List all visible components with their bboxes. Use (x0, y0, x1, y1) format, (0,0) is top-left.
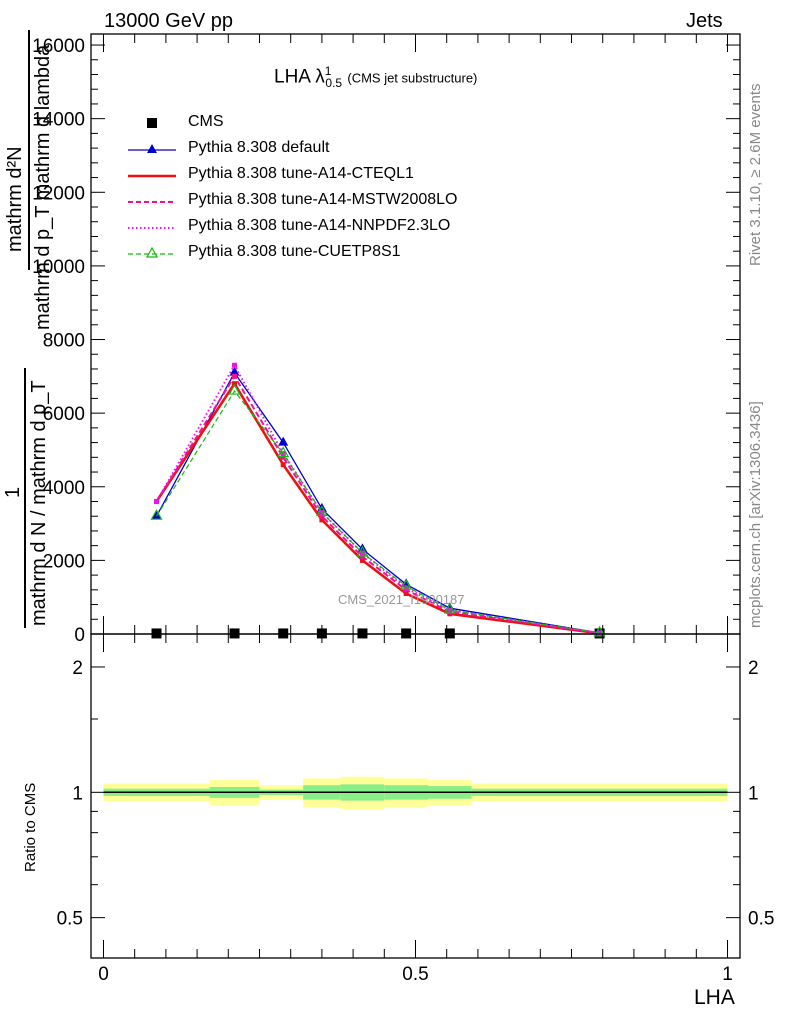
ratio-y-tick-label: 2 (72, 658, 83, 679)
ratio-y-tick-label-right: 2 (748, 658, 759, 679)
ratio-y-tick-label-right: 0.5 (748, 909, 774, 930)
mcplots-info: mcplots.cern.ch [arXiv:1306.3436] (747, 401, 764, 628)
series-marker-a14_cteql1 (280, 462, 286, 468)
title-sub: 0.5 (325, 76, 343, 91)
series-marker-a14_cteql1 (319, 517, 325, 523)
series-marker-a14_cteql1 (403, 591, 409, 597)
series-marker-cuetp8s1 (150, 508, 163, 520)
ratio-y-tick-label: 0.5 (57, 909, 83, 930)
legend-label: Pythia 8.308 tune-CUETP8S1 (188, 243, 401, 260)
x-tick-label: 1 (722, 964, 733, 985)
main-y-tick-label: 10000 (32, 257, 85, 278)
title-sup: 1 (324, 64, 332, 78)
main-y-tick-label: 12000 (32, 183, 85, 204)
series-line-cuetp8s1 (155, 390, 600, 634)
main-y-label-divider-2 (24, 368, 26, 628)
header-energy: 13000 GeV pp (104, 10, 233, 32)
legend-line-cteql1 (128, 174, 176, 178)
series-marker-a14_mstw (319, 513, 325, 519)
legend-label: Pythia 8.308 tune-A14-NNPDF2.3LO (188, 217, 451, 234)
series-marker-default (229, 366, 240, 376)
series-marker-a14_nnpdf (232, 362, 238, 368)
main-y-label-divider-1 (28, 30, 30, 270)
ratio-y-label: Ratio to CMS (22, 782, 39, 872)
main-y-tick-label: 8000 (43, 331, 85, 352)
series-line-a14_mstw (155, 374, 600, 635)
ratio-y-tick-label: 1 (72, 783, 83, 804)
ratio-y-tick-label-right: 1 (748, 783, 759, 804)
series-marker-a14_nnpdf (403, 585, 409, 591)
series-marker-cuetp8s1 (228, 383, 241, 395)
legend-label: CMS (188, 113, 224, 130)
series-marker-a14_mstw (232, 373, 238, 379)
legend-line-default (128, 144, 176, 153)
legend-label: Pythia 8.308 default (188, 139, 330, 156)
main-y-label-prefactor-den: mathrm d N / mathrm d p_T (28, 380, 50, 626)
series-marker-a14_cteql1 (359, 557, 365, 563)
x-axis-label: LHA (694, 986, 735, 1009)
legend-label: Pythia 8.308 tune-A14-CTEQL1 (188, 165, 414, 182)
main-y-label-prefactor: 1 (2, 486, 24, 498)
series-marker-a14_cteql1 (232, 381, 238, 387)
series-marker-cuetp8s1 (315, 505, 328, 517)
series-marker-cuetp8s1 (593, 625, 606, 637)
title-main: LHA λ (274, 66, 325, 88)
main-y-tick-label: 2000 (43, 551, 85, 572)
legend-marker-square (147, 118, 157, 128)
series-line-a14_nnpdf (155, 363, 600, 635)
analysis-watermark: CMS_2021_I1920187 (338, 592, 465, 607)
series-marker-cuetp8s1 (277, 446, 290, 458)
series-marker-a14_mstw (359, 554, 365, 560)
main-y-tick-label: 6000 (43, 404, 85, 425)
main-y-label-numerator: mathrm d²N (4, 146, 26, 252)
main-y-tick-label: 16000 (32, 36, 85, 57)
main-y-tick-label: 4000 (43, 478, 85, 499)
series-line-a14_cteql1 (155, 381, 600, 635)
ratio-panel: 0 0.5 1 0.5 0.5 1 1 2 2 (57, 633, 774, 985)
rivet-info: Rivet 3.1.10, ≥ 2.6M events (747, 83, 764, 267)
series-marker-default (151, 510, 162, 520)
series-marker-a14_nnpdf (154, 498, 160, 504)
main-y-label-denominator: mathrm d p_T mathrm d lambda (32, 44, 54, 330)
plot-title: LHA λ10.5 (CMS jet substructure) (274, 64, 477, 90)
series-marker-a14_nnpdf (597, 630, 603, 636)
header-process: Jets (686, 10, 723, 32)
legend-line-cuetp8s1 (128, 246, 176, 258)
legend-label: Pythia 8.308 tune-A14-MSTW2008LO (188, 191, 458, 208)
title-suffix: (CMS jet substructure) (347, 70, 478, 86)
series-marker-a14_mstw (280, 454, 286, 460)
legend-line-mstw (128, 201, 176, 203)
main-y-tick-label: 14000 (32, 110, 85, 131)
x-tick-label: 0.5 (402, 964, 428, 985)
series-marker-cuetp8s1 (400, 578, 413, 590)
series-marker-cuetp8s1 (356, 545, 369, 557)
series-line-default (155, 371, 600, 634)
legend-line-nnpdf (128, 227, 176, 229)
series-marker-default (278, 436, 289, 446)
x-tick-label: 0 (98, 964, 109, 985)
series-marker-cuetp8s1 (443, 602, 456, 614)
main-y-tick-label: 0 (74, 625, 85, 646)
